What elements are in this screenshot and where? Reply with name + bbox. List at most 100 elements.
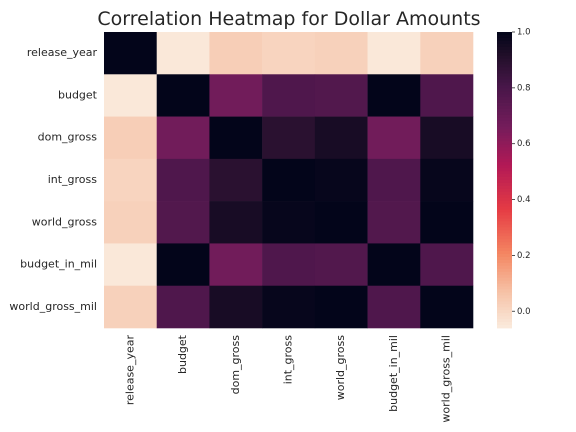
heatmap-cell	[314, 243, 368, 287]
colorbar-segment	[497, 171, 512, 175]
column-tick-labels: release_year budget dom_gross int_gross worl…	[123, 334, 452, 422]
heatmap-cell	[367, 158, 421, 202]
heatmap-cell	[367, 74, 421, 117]
colorbar-segment	[497, 200, 512, 205]
colorbar-segment	[497, 46, 512, 51]
colorbar-segment	[497, 236, 512, 240]
colorbar-segment	[497, 150, 512, 154]
heatmap-cell	[156, 74, 210, 117]
colorbar-segment	[497, 135, 512, 139]
heatmap-cell	[420, 243, 474, 287]
heatmap-cell	[420, 201, 474, 244]
heatmap-cell	[262, 158, 316, 202]
heatmap-cell	[262, 201, 316, 244]
heatmap-cell	[262, 116, 316, 160]
heatmap-cell	[420, 116, 474, 160]
colorbar-segment	[497, 126, 512, 131]
colorbar-segment	[497, 174, 512, 178]
colorbar-segment	[497, 168, 512, 172]
colorbar-segment	[497, 141, 512, 145]
colorbar-segment	[497, 156, 512, 160]
heatmap-cell	[156, 243, 210, 287]
colorbar-segment	[497, 111, 512, 116]
colorbar-segment	[497, 73, 512, 77]
colorbar-segment	[497, 292, 512, 296]
heatmap-cell	[314, 285, 368, 329]
heatmap-cell	[420, 32, 474, 75]
heatmap-cell	[209, 74, 263, 117]
row-tick-label: dom_gross	[38, 131, 98, 144]
heatmap-cell	[209, 158, 263, 202]
colorbar-segment	[497, 185, 512, 190]
colorbar-segment	[497, 43, 512, 48]
colorbar-segment	[497, 85, 512, 89]
colorbar-segment	[497, 307, 512, 311]
heatmap-cell	[104, 74, 158, 117]
colorbar-segment	[497, 34, 512, 39]
colorbar-segment	[497, 82, 512, 86]
heatmap-cell	[367, 116, 421, 160]
colorbar-segment	[497, 242, 512, 246]
heatmap-cell	[314, 74, 368, 117]
colorbar-tick-label: 0.0	[517, 307, 531, 317]
colorbar-segment	[497, 180, 512, 184]
heatmap-cells	[104, 32, 474, 329]
heatmap-cell	[209, 201, 263, 244]
colorbar-segment	[497, 94, 512, 98]
colorbar-segment	[497, 177, 512, 181]
colorbar-tick-label: 0.4	[517, 195, 531, 205]
colorbar-segment	[497, 55, 512, 60]
row-tick-label: budget_in_mil	[20, 258, 97, 271]
colorbar-segment	[497, 322, 512, 326]
colorbar-segment	[497, 233, 512, 237]
colorbar-segment	[497, 256, 512, 261]
column-tick-label: budget	[176, 334, 189, 374]
colorbar-tick-label: 0.8	[517, 83, 531, 93]
row-tick-label: world_gross	[32, 215, 98, 228]
colorbar-segment	[497, 194, 512, 199]
heatmap-cell	[262, 74, 316, 117]
heatmap-cell	[104, 243, 158, 287]
colorbar-segment	[497, 316, 512, 320]
colorbar-segment	[497, 159, 512, 163]
column-tick-label: world_gross	[334, 335, 347, 401]
colorbar-segment	[497, 227, 512, 231]
colorbar-segment	[497, 120, 512, 125]
heatmap-cell	[104, 285, 158, 329]
colorbar-segment	[497, 197, 512, 202]
colorbar-segment	[497, 245, 512, 249]
column-tick-label: dom_gross	[229, 335, 242, 395]
colorbar-segment	[497, 108, 512, 113]
colorbar-segment	[497, 61, 512, 65]
colorbar-segment	[497, 251, 512, 255]
column-tick-label: budget_in_mil	[387, 335, 400, 412]
heatmap-cell	[367, 201, 421, 244]
colorbar-segment	[497, 103, 512, 107]
colorbar-segment	[497, 313, 512, 317]
colorbar-segment	[497, 209, 512, 213]
heatmap-cell	[262, 32, 316, 75]
colorbar-segment	[497, 271, 512, 276]
colorbar-segment	[497, 79, 512, 83]
colorbar-segment	[497, 203, 512, 208]
colorbar-segment	[497, 224, 512, 228]
heatmap-cell	[367, 285, 421, 329]
column-tick-label: release_year	[123, 335, 136, 406]
heatmap-cell	[104, 201, 158, 244]
colorbar-segment	[497, 310, 512, 314]
colorbar-tick-label: 0.6	[517, 139, 531, 149]
heatmap-cell	[104, 116, 158, 160]
colorbar-segment	[497, 49, 512, 54]
colorbar-segment	[497, 58, 512, 62]
colorbar-segment	[497, 319, 512, 323]
colorbar-segment	[497, 76, 512, 80]
colorbar-segment	[497, 123, 512, 128]
colorbar-segment	[497, 91, 512, 95]
heatmap-cell	[314, 32, 368, 75]
heatmap-cell	[262, 243, 316, 287]
colorbar-segment	[497, 191, 512, 196]
colorbar-segment	[497, 289, 512, 293]
heatmap-cell	[209, 32, 263, 75]
